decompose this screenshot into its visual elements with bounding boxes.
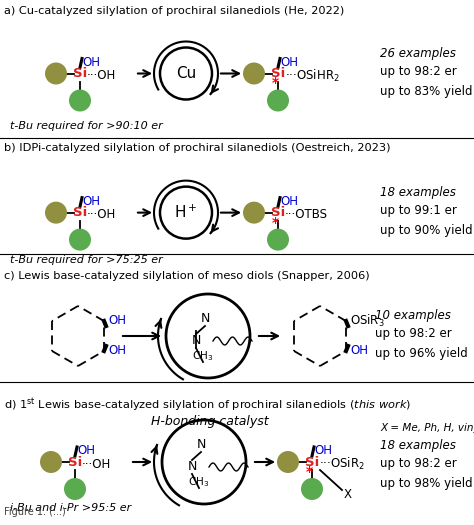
Text: 26 examples: 26 examples [380,47,456,60]
Circle shape [301,478,323,500]
Circle shape [69,228,91,250]
Text: up to 99:1 er: up to 99:1 er [380,204,457,217]
Text: t-Bu required for >75:25 er: t-Bu required for >75:25 er [10,255,163,266]
Text: OH: OH [350,344,368,358]
Text: up to 96% yield: up to 96% yield [375,348,468,361]
Text: CH$_3$: CH$_3$ [192,349,214,363]
Circle shape [267,89,289,111]
Text: up to 90% yield: up to 90% yield [380,224,473,237]
Circle shape [45,62,67,85]
Text: Cu: Cu [176,66,196,81]
Text: N: N [191,334,201,348]
Text: X: X [344,488,352,500]
Text: Si: Si [271,206,285,219]
Text: *: * [305,465,312,479]
Text: OSiR$_3$: OSiR$_3$ [350,313,385,329]
Circle shape [277,451,299,473]
Text: up to 98:2 er: up to 98:2 er [380,65,457,78]
Text: Si: Si [305,456,319,468]
Text: N: N [187,460,197,474]
Text: Si: Si [271,67,285,80]
Text: 18 examples: 18 examples [380,186,456,199]
Text: d) 1$^{\rm st}$ Lewis base-catalyzed silylation of prochiral silanediols ($\it{t: d) 1$^{\rm st}$ Lewis base-catalyzed sil… [4,396,411,414]
Text: up to 98:2 er: up to 98:2 er [375,328,452,341]
Text: Si: Si [68,456,82,468]
Text: 10 examples: 10 examples [375,310,451,322]
Text: H-bonding catalyst: H-bonding catalyst [151,415,269,428]
Text: b) IDPi-catalyzed silylation of prochiral silanediols (Oestreich, 2023): b) IDPi-catalyzed silylation of prochira… [4,143,391,153]
Text: Figure 1. (...): Figure 1. (...) [4,507,66,517]
Text: i-Bu and i-Pr >95:5 er: i-Bu and i-Pr >95:5 er [10,503,131,513]
Circle shape [69,89,91,111]
Text: t-Bu required for >90:10 er: t-Bu required for >90:10 er [10,121,163,131]
Text: N: N [201,312,210,326]
Circle shape [267,228,289,250]
Text: H$^+$: H$^+$ [174,204,198,221]
Text: ···OH: ···OH [82,457,111,470]
Text: OH: OH [108,314,126,328]
Text: OH: OH [280,56,298,68]
Text: *: * [272,216,279,229]
Text: 18 examples: 18 examples [380,439,456,453]
Text: OH: OH [280,195,298,207]
Text: a) Cu-catalyzed silylation of prochiral silanediols (He, 2022): a) Cu-catalyzed silylation of prochiral … [4,6,344,16]
Text: c) Lewis base-catalyzed silylation of meso diols (Snapper, 2006): c) Lewis base-catalyzed silylation of me… [4,271,370,281]
Circle shape [243,62,265,85]
Text: *: * [272,77,279,90]
Text: OH: OH [108,344,126,358]
Text: ···OTBS: ···OTBS [285,208,328,221]
Text: ···OH: ···OH [87,208,116,221]
Text: ···OSiR$_2$: ···OSiR$_2$ [319,456,365,472]
Circle shape [64,478,86,500]
Text: ···OSiHR$_2$: ···OSiHR$_2$ [285,67,340,83]
Text: CH$_3$: CH$_3$ [188,475,210,489]
Text: Si: Si [73,206,87,219]
Text: up to 83% yield: up to 83% yield [380,85,473,98]
Text: ···OH: ···OH [87,69,116,82]
Circle shape [40,451,62,473]
Text: X = Me, Ph, H, vinyl: X = Me, Ph, H, vinyl [380,423,474,433]
Text: OH: OH [314,444,332,457]
Text: OH: OH [77,444,95,457]
Circle shape [45,202,67,224]
Text: Si: Si [73,67,87,80]
Text: N: N [196,438,206,452]
Text: up to 98:2 er: up to 98:2 er [380,457,457,470]
Circle shape [243,202,265,224]
Text: up to 98% yield: up to 98% yield [380,478,473,490]
Text: OH: OH [82,56,100,68]
Text: OH: OH [82,195,100,207]
